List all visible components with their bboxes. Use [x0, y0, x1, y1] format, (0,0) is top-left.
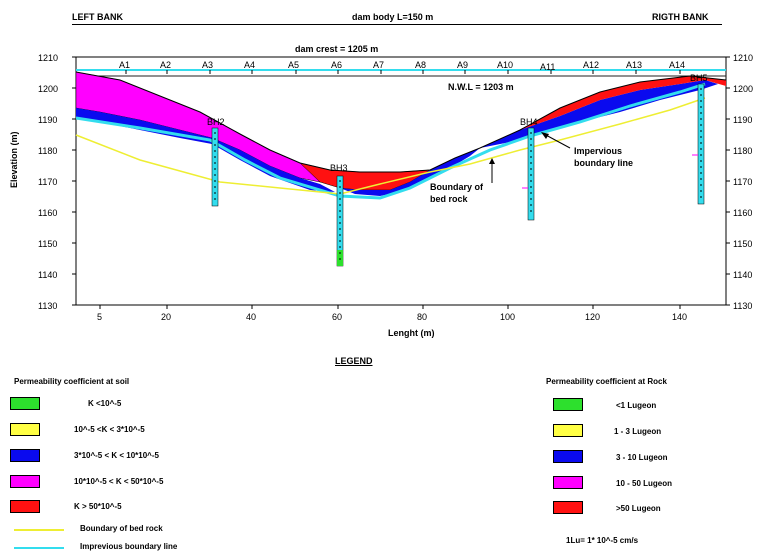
bh4-label: BH4	[520, 117, 538, 127]
soil-swatch-magenta	[10, 475, 40, 488]
y-axis-title: Elevation (m)	[9, 131, 19, 188]
borehole-bh4	[522, 127, 535, 221]
section-label-a4: A4	[244, 60, 255, 70]
y-tick-label-right: 1180	[733, 146, 752, 156]
section-label-a12: A12	[583, 60, 599, 70]
dam-cross-section: dam crest = 1205 m N.W.L = 1203 m A1 A2 …	[9, 44, 753, 338]
section-marks	[125, 70, 681, 74]
bedrock-line-swatch	[14, 529, 64, 531]
bottom-axis-ticks	[99, 305, 681, 309]
borehole-bh5	[692, 83, 705, 205]
y-tick-label: 1150	[38, 239, 57, 249]
section-label-a7: A7	[373, 60, 384, 70]
impervious-annotation-line1: Impervious	[574, 146, 622, 156]
rock-label: 3 - 10 Lugeon	[616, 453, 668, 462]
line-legend-label: Imprevious boundary line	[80, 542, 178, 551]
y-tick-label: 1200	[38, 84, 58, 94]
impervious-arrow	[543, 133, 571, 149]
bedrock-boundary-line	[75, 97, 706, 195]
bh2-label: BH2	[207, 117, 225, 127]
y-tick-label: 1140	[38, 270, 57, 280]
bh5-label: BH5	[690, 73, 708, 83]
soil-legend-title: Permeability coefficient at soil	[14, 377, 130, 386]
rock-swatch-green	[553, 398, 583, 411]
ground-profile	[75, 71, 727, 173]
x-tick-label: 60	[332, 312, 342, 322]
x-tick-label: 40	[246, 312, 256, 322]
y-tick-label-right: 1190	[733, 115, 752, 125]
y-tick-label-right: 1150	[733, 239, 752, 249]
x-tick-label: 5	[97, 312, 102, 322]
lugeon-note: 1Lu= 1* 10^-5 cm/s	[566, 536, 639, 545]
right-bank-label: RIGTH BANK	[652, 12, 709, 22]
y-tick-label-right: 1210	[733, 53, 753, 63]
section-label-a5: A5	[288, 60, 299, 70]
rock-label: >50 Lugeon	[616, 504, 661, 513]
section-label-a9: A9	[457, 60, 468, 70]
y-tick-label-right: 1170	[733, 177, 752, 187]
nwl-label: N.W.L = 1203 m	[448, 82, 514, 92]
y-tick-label: 1170	[38, 177, 57, 187]
borehole-bh3	[336, 175, 344, 267]
y-tick-label-right: 1130	[733, 301, 752, 311]
impervious-annotation-line2: boundary line	[574, 158, 633, 168]
right-axis-ticks	[726, 56, 730, 306]
magenta-zone	[75, 71, 341, 183]
section-label-a1: A1	[119, 60, 130, 70]
soil-label: 10^-5 <K < 3*10^-5	[74, 425, 145, 434]
y-tick-label-right: 1160	[733, 208, 752, 218]
section-label-a8: A8	[415, 60, 426, 70]
x-tick-label: 100	[500, 312, 515, 322]
x-tick-label: 20	[161, 312, 171, 322]
impervious-boundary-line	[75, 82, 706, 200]
section-label-a13: A13	[626, 60, 642, 70]
rock-swatch-yellow	[553, 424, 583, 437]
bedrock-annotation-line1: Boundary of	[430, 182, 484, 192]
y-tick-label: 1160	[38, 208, 57, 218]
y-tick-label: 1180	[38, 146, 57, 156]
bedrock-annotation-line2: bed rock	[430, 194, 469, 204]
section-label-a14: A14	[669, 60, 685, 70]
y-tick-label: 1210	[38, 53, 58, 63]
borehole-bh2	[211, 127, 219, 207]
legend-title: LEGEND	[335, 356, 373, 366]
rock-swatch-red	[553, 501, 583, 514]
red-cap-right	[520, 76, 726, 130]
section-label-a10: A10	[497, 60, 513, 70]
y-tick-label-right: 1200	[733, 84, 753, 94]
soil-label: 3*10^-5 < K < 10*10^-5	[74, 451, 159, 460]
section-label-a2: A2	[160, 60, 171, 70]
soil-swatch-green	[10, 397, 40, 410]
dam-body-label: dam body L=150 m	[352, 12, 434, 22]
section-label-a11: A11	[540, 62, 555, 72]
left-bank-label: LEFT BANK	[72, 12, 123, 22]
soil-swatch-blue	[10, 449, 40, 462]
x-tick-label: 140	[672, 312, 687, 322]
rock-swatch-magenta	[553, 476, 583, 489]
rock-legend-title: Permeability coefficient at Rock	[546, 377, 667, 386]
y-tick-label-right: 1140	[733, 270, 752, 280]
x-tick-label: 120	[585, 312, 600, 322]
line-legend-label: Boundary of bed rock	[80, 524, 163, 533]
bh3-label: BH3	[330, 163, 348, 173]
section-label-a6: A6	[331, 60, 342, 70]
soil-label: 10*10^-5 < K < 50*10^-5	[74, 477, 164, 486]
x-axis-title: Lenght (m)	[388, 328, 435, 338]
rock-label: <1 Lugeon	[616, 401, 657, 410]
dam-crest-label: dam crest = 1205 m	[295, 44, 378, 54]
rock-swatch-blue	[553, 450, 583, 463]
y-tick-label: 1130	[38, 301, 57, 311]
soil-swatch-yellow	[10, 423, 40, 436]
header-rule	[72, 24, 722, 25]
rock-label: 10 - 50 Lugeon	[616, 479, 673, 488]
x-tick-label: 80	[417, 312, 427, 322]
soil-swatch-red	[10, 500, 40, 513]
rock-label: 1 - 3 Lugeon	[614, 427, 662, 436]
y-tick-label: 1190	[38, 115, 57, 125]
section-label-a3: A3	[202, 60, 213, 70]
impervious-line-swatch	[14, 547, 64, 549]
left-axis-ticks	[72, 56, 76, 306]
soil-label: K <10^-5	[88, 399, 122, 408]
soil-label: K > 50*10^-5	[74, 502, 122, 511]
